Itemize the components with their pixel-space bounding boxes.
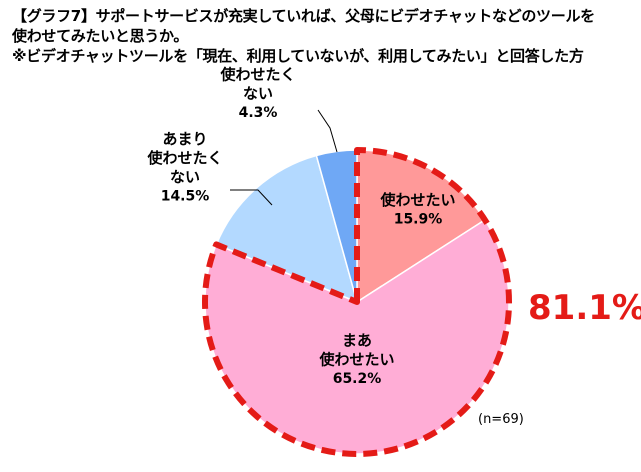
highlight-outline [202, 147, 512, 457]
title-line-2: 使わせてみたいと思うか。 [12, 27, 189, 45]
leader-line-3 [230, 189, 273, 206]
slice-label-1: 使わせたい 15.9% [379, 191, 455, 228]
slice-value-label: 15.9% [394, 212, 443, 228]
slice-value-label: 14.5% [161, 189, 210, 205]
slice-name-label: 使わせたく [219, 66, 295, 84]
pie-slice-1 [356, 149, 486, 304]
highlight-total: 81.1% [528, 288, 641, 328]
slice-name-label: あまり [162, 130, 207, 148]
slice-name-label: ない [170, 168, 200, 186]
slice-name-label: ない [243, 85, 273, 103]
slice-value-label: 65.2% [333, 371, 382, 387]
slice-value-label: 4.3% [239, 105, 278, 121]
slice-name-label: 使わせたい [318, 351, 394, 369]
sample-size-note: (n=69) [478, 412, 524, 427]
slice-name-label: 使わせたい [379, 191, 455, 209]
title-line-1: 【グラフ7】サポートサービスが充実していれば、父母にビデオチャットなどのツールを [12, 7, 595, 25]
chart-title: 【グラフ7】サポートサービスが充実していれば、父母にビデオチャットなどのツールを… [12, 6, 632, 66]
slice-name-label: まあ [342, 332, 372, 350]
slice-name-label: 使わせたく [146, 149, 222, 167]
title-line-3: ※ビデオチャットツールを「現在、利用していないが、利用してみたい」と回答した方 [12, 47, 584, 65]
pie-slice-3 [215, 154, 359, 304]
leader-line-4 [317, 109, 338, 153]
